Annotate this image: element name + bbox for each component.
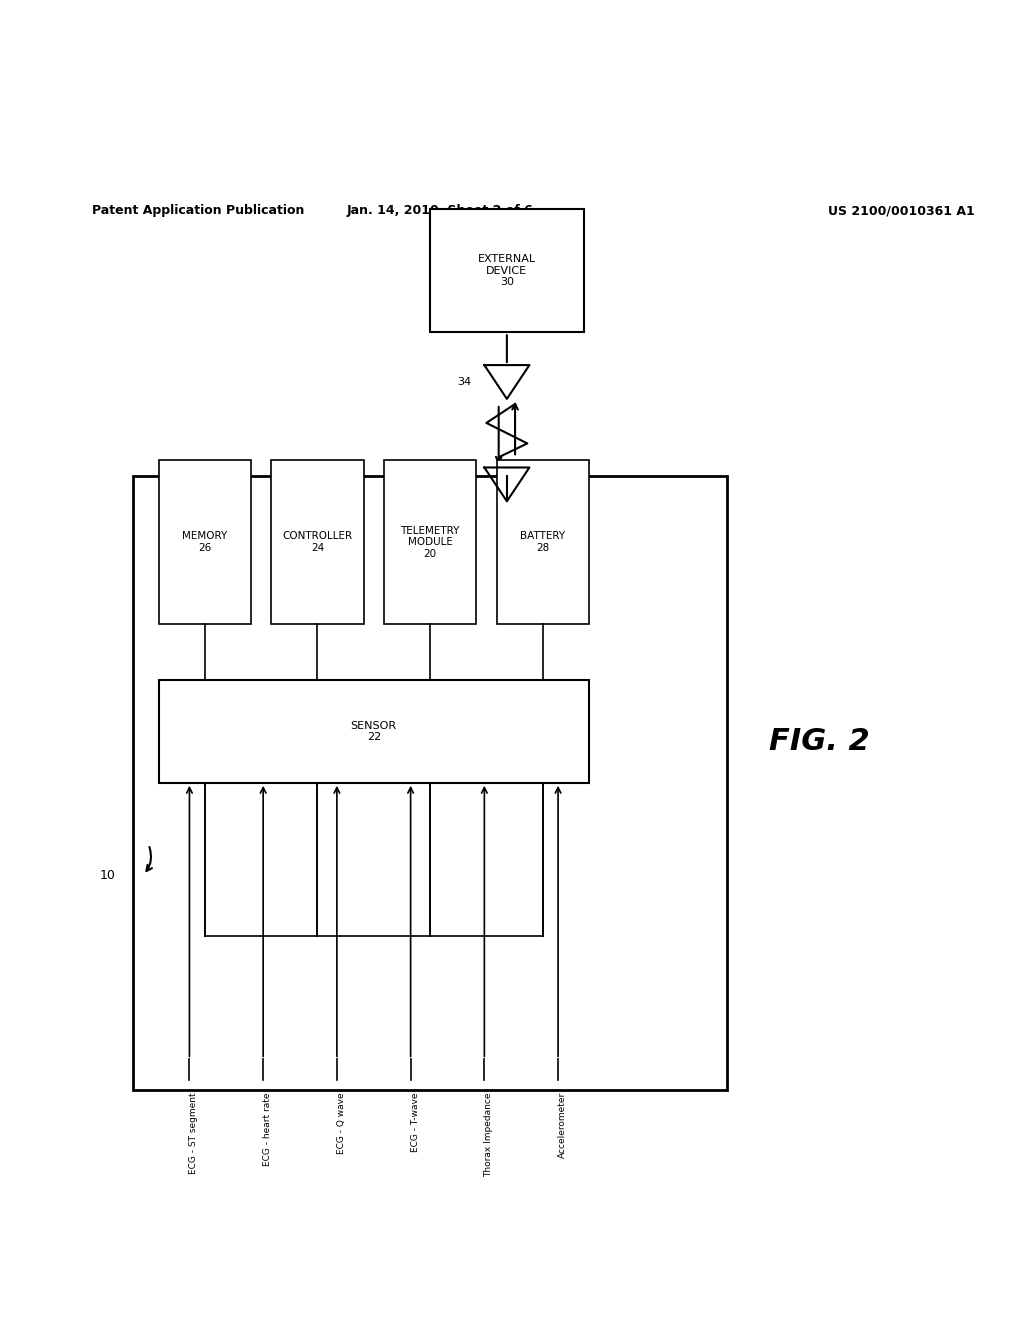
Text: Accelerometer: Accelerometer: [558, 1092, 567, 1159]
FancyBboxPatch shape: [430, 210, 584, 333]
Text: EXTERNAL
DEVICE
30: EXTERNAL DEVICE 30: [478, 255, 536, 288]
Text: MEMORY
26: MEMORY 26: [182, 532, 227, 553]
Text: BATTERY
28: BATTERY 28: [520, 532, 565, 553]
Text: ECG - heart rate: ECG - heart rate: [263, 1092, 272, 1166]
Text: Patent Application Publication: Patent Application Publication: [92, 205, 304, 218]
Text: Jan. 14, 2010  Sheet 2 of 6: Jan. 14, 2010 Sheet 2 of 6: [347, 205, 534, 218]
Text: Thorax Impedance: Thorax Impedance: [484, 1092, 494, 1176]
Text: ECG - Q wave: ECG - Q wave: [337, 1092, 346, 1154]
FancyBboxPatch shape: [159, 681, 589, 783]
Text: ECG - ST segment: ECG - ST segment: [189, 1092, 199, 1173]
FancyBboxPatch shape: [384, 461, 476, 624]
FancyBboxPatch shape: [497, 461, 589, 624]
FancyBboxPatch shape: [159, 461, 251, 624]
Text: TELEMETRY
MODULE
20: TELEMETRY MODULE 20: [400, 525, 460, 558]
Text: CONTROLLER
24: CONTROLLER 24: [283, 532, 352, 553]
Text: FIG. 2: FIG. 2: [769, 727, 869, 756]
FancyBboxPatch shape: [133, 475, 727, 1090]
Text: ECG - T-wave: ECG - T-wave: [411, 1092, 420, 1151]
Text: US 2100/0010361 A1: US 2100/0010361 A1: [827, 205, 975, 218]
FancyBboxPatch shape: [271, 461, 364, 624]
Text: 10: 10: [99, 869, 116, 882]
Text: 34: 34: [457, 378, 471, 387]
Text: SENSOR
22: SENSOR 22: [350, 721, 397, 742]
Text: 32: 32: [457, 479, 471, 490]
